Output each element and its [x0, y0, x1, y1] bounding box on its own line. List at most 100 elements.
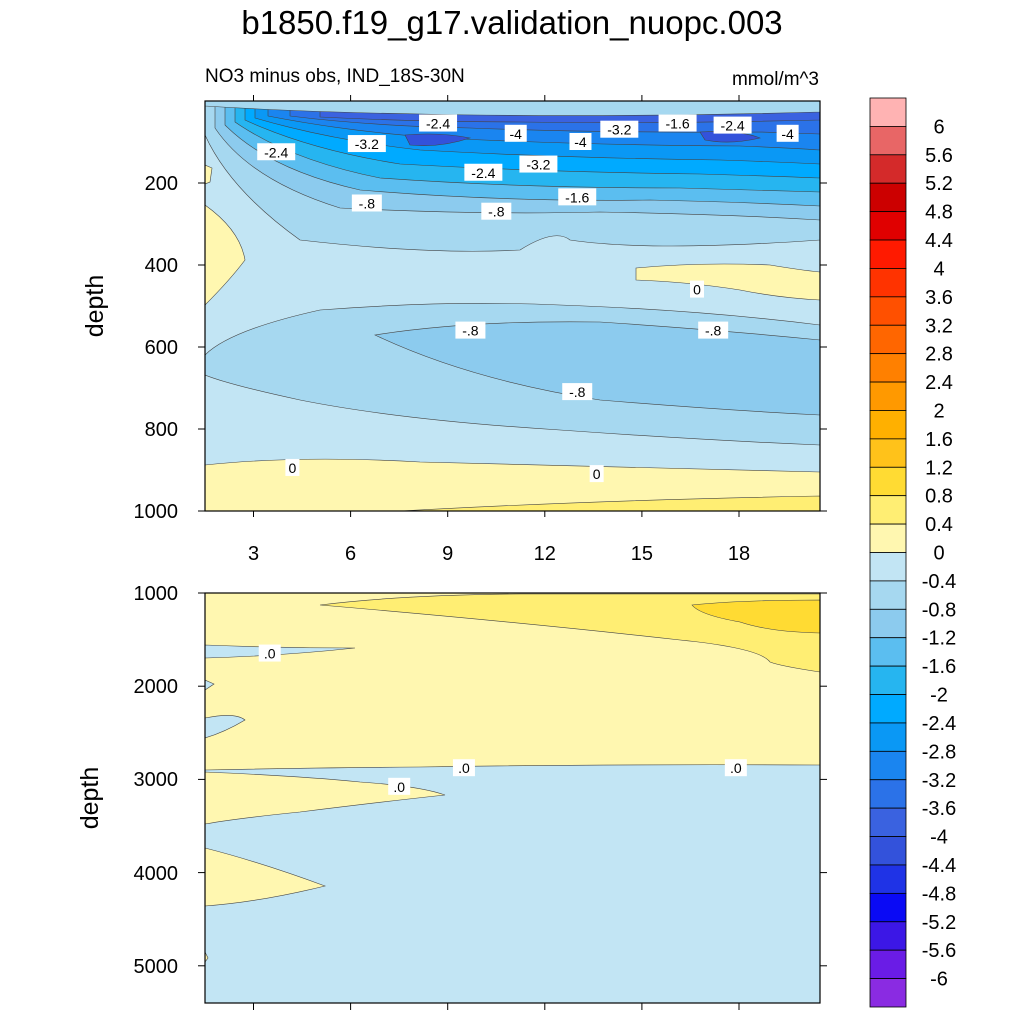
contour-label: -1.6 — [658, 114, 697, 132]
colorbar-label: -3.6 — [922, 798, 956, 820]
contour-label: 0 — [690, 280, 704, 298]
contour-label-box — [776, 124, 799, 142]
colorbar-label: -2.4 — [922, 713, 956, 735]
contour-label: -3.2 — [519, 155, 558, 173]
contour-label: -3.2 — [347, 135, 386, 153]
contour-label-text: 0 — [693, 282, 701, 298]
colorbar-swatch — [869, 296, 907, 326]
contour-label-box — [388, 777, 411, 795]
x-tick-label: 6 — [345, 543, 356, 565]
y-tick-label: 600 — [145, 337, 178, 359]
y-tick-label: 5000 — [134, 956, 179, 978]
colorbar-swatch — [869, 495, 907, 525]
contour-label-box — [658, 114, 697, 132]
colorbar-label: 2.4 — [925, 372, 953, 394]
contour-label-text: -3.2 — [355, 136, 379, 152]
colorbar-label: 3.2 — [925, 315, 953, 337]
contour-label-box — [419, 114, 458, 132]
contour-label-text: -.8 — [488, 204, 505, 220]
contour-label: .0 — [388, 777, 411, 795]
contour-label-text: -3.2 — [526, 157, 550, 173]
contour-label-text: -4 — [510, 126, 523, 142]
contour-label-box — [600, 120, 639, 138]
colorbar-swatch — [869, 97, 907, 127]
contour-label: -.8 — [455, 321, 486, 339]
upper-panel: NO3 minus obs, IND_18S-30N mmol/m^3 — [81, 66, 827, 565]
colorbar-swatch — [869, 722, 907, 752]
colorbar-label: 4.4 — [925, 230, 953, 252]
panel-subtitle-right: mmol/m^3 — [732, 69, 819, 90]
colorbar-label: -0.8 — [922, 599, 956, 621]
y-tick-label: 4000 — [134, 863, 179, 885]
colorbar-swatch — [869, 154, 907, 184]
colorbar-label: 0.4 — [925, 514, 953, 536]
contour-label: -4 — [776, 124, 799, 142]
colorbar-swatch — [869, 580, 907, 610]
colorbar: 6 5.6 5.2 4.8 4.4 4 3.6 3.2 2.8 2.4 2 1.6 1.2 0.8 0.4 0… — [869, 97, 956, 1008]
contour-label: -.8 — [698, 321, 729, 339]
contour-label-box — [257, 143, 296, 161]
colorbar-swatch — [869, 921, 907, 951]
contour-label-text: 0 — [593, 466, 601, 482]
contour-label: -4 — [504, 124, 527, 142]
figure-title: b1850.f19_g17.validation_nuopc.003 — [241, 4, 783, 41]
contour-label-box — [351, 194, 382, 212]
contour-label-text: -2.4 — [426, 116, 450, 132]
colorbar-label: -4.8 — [922, 883, 956, 905]
contour-label-text: .0 — [730, 760, 742, 776]
colorbar-swatch — [869, 552, 907, 582]
contour-label: -1.6 — [558, 188, 597, 206]
colorbar-label: 3.6 — [925, 287, 953, 309]
colorbar-label: -6 — [930, 969, 948, 991]
y-tick-label: 800 — [145, 419, 178, 441]
colorbar-swatch — [869, 126, 907, 156]
contour-label: -3.2 — [600, 120, 639, 138]
contour-label-text: -1.6 — [565, 189, 589, 205]
colorbar-label: 1.2 — [925, 457, 953, 479]
colorbar-swatch — [869, 665, 907, 695]
contour-label-box — [464, 163, 503, 181]
colorbar-label: 4 — [933, 258, 944, 280]
contour-label-box — [452, 759, 475, 777]
colorbar-label: -2.8 — [922, 741, 956, 763]
contour-label-box — [724, 759, 747, 777]
colorbar-swatch — [869, 466, 907, 497]
colorbar-swatch — [869, 182, 907, 213]
contour-label: -2.4 — [464, 163, 503, 181]
colorbar-swatch — [869, 949, 907, 979]
colorbar-swatch — [869, 353, 907, 383]
contour-label-box — [569, 133, 592, 150]
y-tick-label: 2000 — [134, 676, 179, 698]
colorbar-label: -2 — [930, 685, 948, 707]
colorbar-label: -0.4 — [922, 571, 956, 593]
colorbar-swatch — [869, 324, 907, 355]
contour-label-box — [698, 321, 729, 339]
colorbar-label: 2 — [933, 400, 944, 422]
contour-label-box — [481, 202, 512, 220]
contour-label-text: -3.2 — [607, 122, 631, 138]
contour-label-text: -2.4 — [264, 144, 288, 160]
contour-label-text: -2.4 — [721, 118, 745, 134]
contour-label: -.8 — [481, 202, 512, 220]
upper-contour-field — [205, 101, 820, 511]
contour-label: 0 — [589, 465, 604, 483]
contour-label-box — [690, 280, 704, 298]
colorbar-swatch — [869, 779, 907, 809]
contour-label-text: -2.4 — [471, 165, 495, 181]
contour-label-text: -.8 — [359, 196, 376, 212]
contour-label-text: -.8 — [462, 323, 479, 339]
contour-label: 0 — [285, 458, 300, 476]
contour-label-box — [347, 135, 386, 153]
contour-label: .0 — [724, 759, 747, 777]
colorbar-label: -1.6 — [922, 656, 956, 678]
colorbar-label: -4.4 — [922, 855, 956, 877]
lower-contour-field — [205, 593, 820, 1003]
y-tick-label: 400 — [145, 255, 178, 277]
y-tick-label: 1000 — [134, 583, 179, 605]
upper-contour-labels: -2.4-4 -3.2 -1.6 -2.4-4-2.4-3.2 -4-3.2-2.4-1… — [257, 114, 799, 483]
colorbar-swatch — [869, 239, 907, 269]
contour-label-box — [258, 644, 281, 662]
contour-label-text: .0 — [264, 646, 276, 662]
x-tick-label: 18 — [728, 543, 750, 565]
